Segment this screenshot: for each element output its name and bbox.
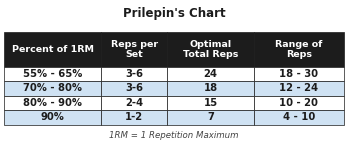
Text: 2-4: 2-4 (125, 98, 143, 108)
Bar (4, 110, 101, 125)
Bar (167, 110, 254, 125)
Bar (101, 110, 167, 125)
Text: 10 - 20: 10 - 20 (279, 98, 318, 108)
Text: Reps per
Set: Reps per Set (111, 40, 158, 59)
Text: 4 - 10: 4 - 10 (283, 113, 315, 122)
Text: 12 - 24: 12 - 24 (279, 84, 318, 93)
Text: 15: 15 (204, 98, 218, 108)
Bar (167, 32, 254, 67)
Text: 24: 24 (204, 69, 218, 79)
Bar (101, 32, 167, 67)
Text: 1-2: 1-2 (125, 113, 143, 122)
Text: 7: 7 (207, 113, 214, 122)
Text: 80% - 90%: 80% - 90% (23, 98, 82, 108)
Bar (254, 81, 344, 96)
Bar (101, 96, 167, 110)
Bar (4, 32, 101, 67)
Bar (167, 96, 254, 110)
Text: 55% - 65%: 55% - 65% (23, 69, 82, 79)
Text: 18 - 30: 18 - 30 (279, 69, 318, 79)
Bar (4, 81, 101, 96)
Bar (101, 81, 167, 96)
Bar (254, 110, 344, 125)
Text: Optimal
Total Reps: Optimal Total Reps (183, 40, 238, 59)
Text: Prilepin's Chart: Prilepin's Chart (123, 7, 225, 20)
Bar (254, 96, 344, 110)
Text: Percent of 1RM: Percent of 1RM (11, 45, 94, 54)
Bar (4, 67, 101, 81)
Text: Range of
Reps: Range of Reps (275, 40, 323, 59)
Bar (254, 67, 344, 81)
Bar (167, 81, 254, 96)
Text: 3-6: 3-6 (125, 84, 143, 93)
Bar (4, 96, 101, 110)
Text: 18: 18 (204, 84, 218, 93)
Bar (254, 32, 344, 67)
Text: 70% - 80%: 70% - 80% (23, 84, 82, 93)
Text: 1RM = 1 Repetition Maximum: 1RM = 1 Repetition Maximum (109, 131, 239, 140)
Bar (167, 67, 254, 81)
Bar (101, 67, 167, 81)
Text: 90%: 90% (41, 113, 64, 122)
Text: 3-6: 3-6 (125, 69, 143, 79)
